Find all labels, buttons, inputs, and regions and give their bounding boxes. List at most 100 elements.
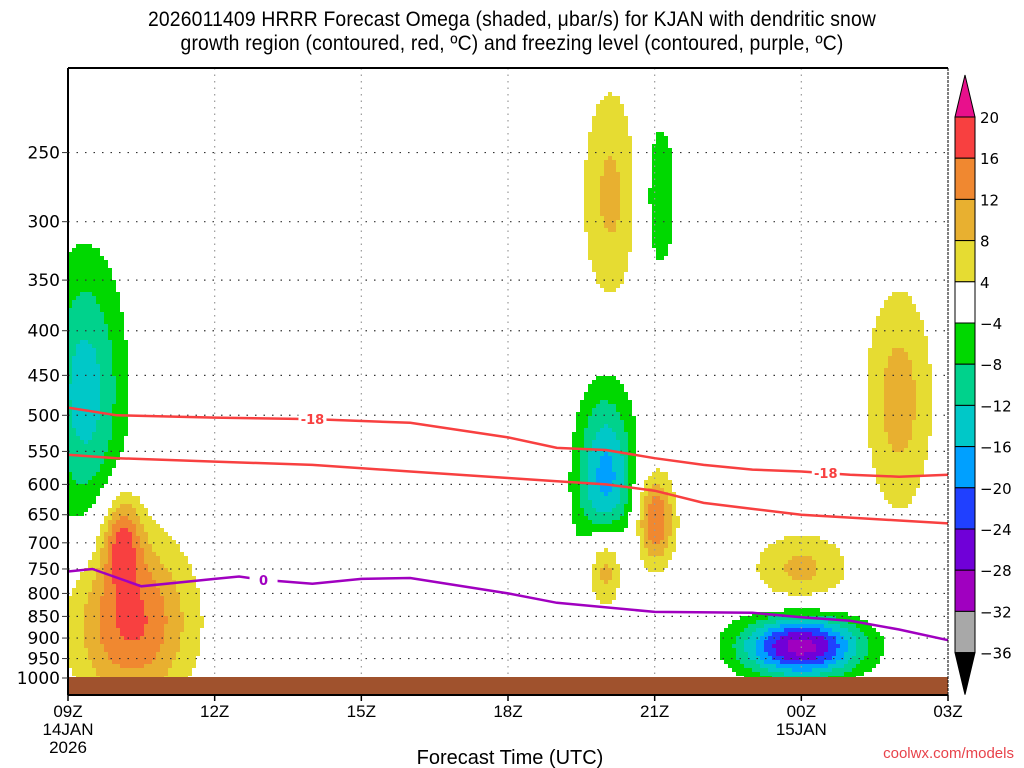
omega-cell	[80, 436, 84, 440]
omega-cell	[608, 492, 612, 496]
omega-cell	[884, 376, 888, 380]
omega-cell	[660, 524, 664, 528]
omega-cell	[100, 544, 104, 548]
omega-cell	[584, 500, 588, 504]
omega-cell	[84, 604, 88, 608]
omega-cell	[80, 572, 84, 576]
omega-cell	[660, 232, 664, 236]
omega-cell	[84, 376, 88, 380]
omega-cell	[608, 100, 612, 104]
omega-cell	[156, 564, 160, 568]
omega-cell	[136, 516, 140, 520]
omega-cell	[124, 384, 128, 388]
omega-cell	[180, 572, 184, 576]
omega-cell	[604, 392, 608, 396]
omega-cell	[92, 664, 96, 668]
omega-cell	[100, 452, 104, 456]
omega-cell	[904, 292, 908, 296]
omega-cell	[668, 480, 672, 484]
omega-cell	[872, 424, 876, 428]
omega-cell	[780, 556, 784, 560]
omega-cell	[652, 216, 656, 220]
omega-cell	[660, 484, 664, 488]
omega-cell	[116, 496, 120, 500]
omega-cell	[812, 660, 816, 664]
omega-cell	[908, 324, 912, 328]
omega-cell	[112, 592, 116, 596]
omega-cell	[116, 296, 120, 300]
omega-cell	[68, 396, 72, 400]
omega-cell	[108, 432, 112, 436]
omega-cell	[916, 400, 920, 404]
omega-cell	[604, 164, 608, 168]
omega-cell	[80, 440, 84, 444]
omega-cell	[68, 292, 72, 296]
omega-cell	[576, 488, 580, 492]
omega-cell	[584, 492, 588, 496]
omega-cell	[112, 516, 116, 520]
omega-cell	[604, 212, 608, 216]
omega-cell	[124, 356, 128, 360]
omega-cell	[616, 144, 620, 148]
omega-cell	[192, 616, 196, 620]
omega-cell	[660, 176, 664, 180]
omega-cell	[108, 636, 112, 640]
omega-cell	[904, 328, 908, 332]
omega-cell	[616, 580, 620, 584]
omega-cell	[652, 508, 656, 512]
omega-cell	[800, 540, 804, 544]
omega-cell	[916, 340, 920, 344]
omega-cell	[668, 512, 672, 516]
omega-cell	[788, 592, 792, 596]
omega-cell	[596, 516, 600, 520]
omega-cell	[800, 588, 804, 592]
omega-cell	[112, 528, 116, 532]
omega-cell	[576, 444, 580, 448]
omega-cell	[824, 656, 828, 660]
omega-cell	[644, 544, 648, 548]
omega-cell	[592, 228, 596, 232]
omega-cell	[608, 588, 612, 592]
omega-cell	[620, 236, 624, 240]
omega-cell	[788, 580, 792, 584]
omega-cell	[140, 516, 144, 520]
omega-cell	[148, 628, 152, 632]
omega-cell	[604, 224, 608, 228]
omega-cell	[652, 480, 656, 484]
omega-cell	[584, 228, 588, 232]
omega-cell	[584, 216, 588, 220]
omega-cell	[880, 404, 884, 408]
omega-cell	[176, 628, 180, 632]
omega-cell	[188, 624, 192, 628]
omega-cell	[136, 528, 140, 532]
omega-cell	[608, 228, 612, 232]
omega-cell	[76, 304, 80, 308]
omega-cell	[884, 404, 888, 408]
omega-cell	[76, 268, 80, 272]
omega-cell	[588, 516, 592, 520]
omega-cell	[104, 336, 108, 340]
omega-cell	[628, 428, 632, 432]
omega-cell	[108, 388, 112, 392]
omega-cell	[780, 576, 784, 580]
omega-cell	[764, 624, 768, 628]
omega-cell	[888, 372, 892, 376]
omega-cell	[92, 340, 96, 344]
omega-cell	[80, 616, 84, 620]
omega-cell	[80, 500, 84, 504]
omega-cell	[68, 376, 72, 380]
omega-cell	[580, 472, 584, 476]
omega-cell	[872, 332, 876, 336]
omega-cell	[128, 600, 132, 604]
omega-cell	[132, 544, 136, 548]
omega-cell	[112, 428, 116, 432]
omega-cell	[592, 444, 596, 448]
omega-cell	[76, 420, 80, 424]
omega-cell	[104, 548, 108, 552]
omega-cell	[596, 260, 600, 264]
omega-cell	[176, 632, 180, 636]
omega-cell	[584, 528, 588, 532]
omega-cell	[812, 624, 816, 628]
omega-cell	[624, 428, 628, 432]
omega-cell	[612, 252, 616, 256]
